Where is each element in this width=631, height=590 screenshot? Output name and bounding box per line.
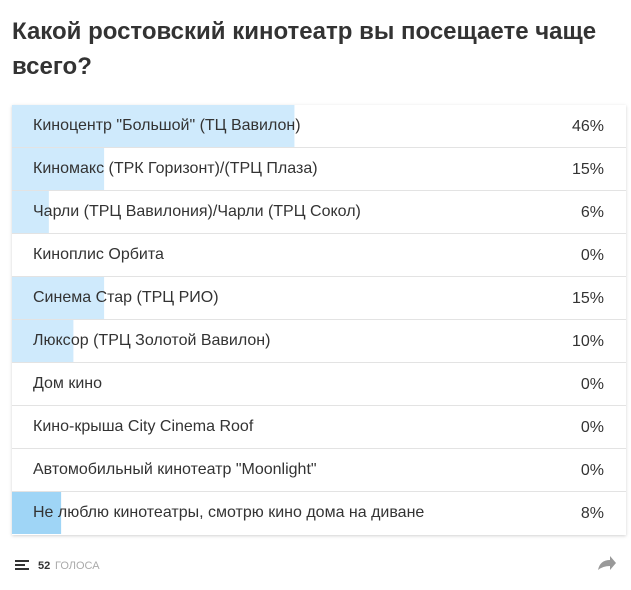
option-percent: 46%: [572, 118, 604, 135]
option-label: Автомобильный кинотеатр "Moonlight": [33, 461, 317, 478]
option-label: Не люблю кинотеатры, смотрю кино дома на…: [33, 504, 424, 521]
option-label: Киноцентр "Большой" (ТЦ Вавилон): [33, 117, 301, 134]
option-percent: 15%: [572, 290, 604, 307]
poll-title: Какой ростовский кинотеатр вы посещаете …: [12, 18, 597, 80]
option-percent: 8%: [581, 505, 604, 522]
option-percent: 0%: [581, 419, 604, 436]
option-percent: 10%: [572, 333, 604, 350]
votes-icon: [15, 560, 29, 570]
option-label: Киноплис Орбита: [33, 246, 164, 263]
option-percent: 0%: [581, 462, 604, 479]
share-button[interactable]: [598, 556, 616, 570]
bar: [12, 320, 74, 362]
option-label: Дом кино: [33, 375, 102, 392]
bar: [12, 105, 295, 147]
option-label: Киномакс (ТРК Горизонт)/(ТРЦ Плаза): [33, 160, 318, 177]
option-percent: 0%: [581, 376, 604, 393]
option-percent: 0%: [581, 247, 604, 264]
votes-label: ГОЛОСА: [55, 560, 100, 572]
option-label: Люксор (ТРЦ Золотой Вавилон): [33, 332, 270, 349]
option-percent: 15%: [572, 161, 604, 178]
option-percent: 6%: [581, 204, 604, 221]
bar: [12, 148, 105, 190]
option-label: Чарли (ТРЦ Вавилония)/Чарли (ТРЦ Сокол): [33, 203, 361, 220]
title-box: Какой ростовский кинотеатр вы посещаете …: [12, 18, 597, 80]
option-label: Синема Стар (ТРЦ РИО): [33, 289, 219, 306]
option-label: Кино-крыша City Cinema Roof: [33, 418, 254, 435]
bar: [12, 277, 105, 319]
votes-count: 52: [38, 560, 50, 572]
bar: [12, 191, 49, 233]
bar: [12, 492, 62, 534]
